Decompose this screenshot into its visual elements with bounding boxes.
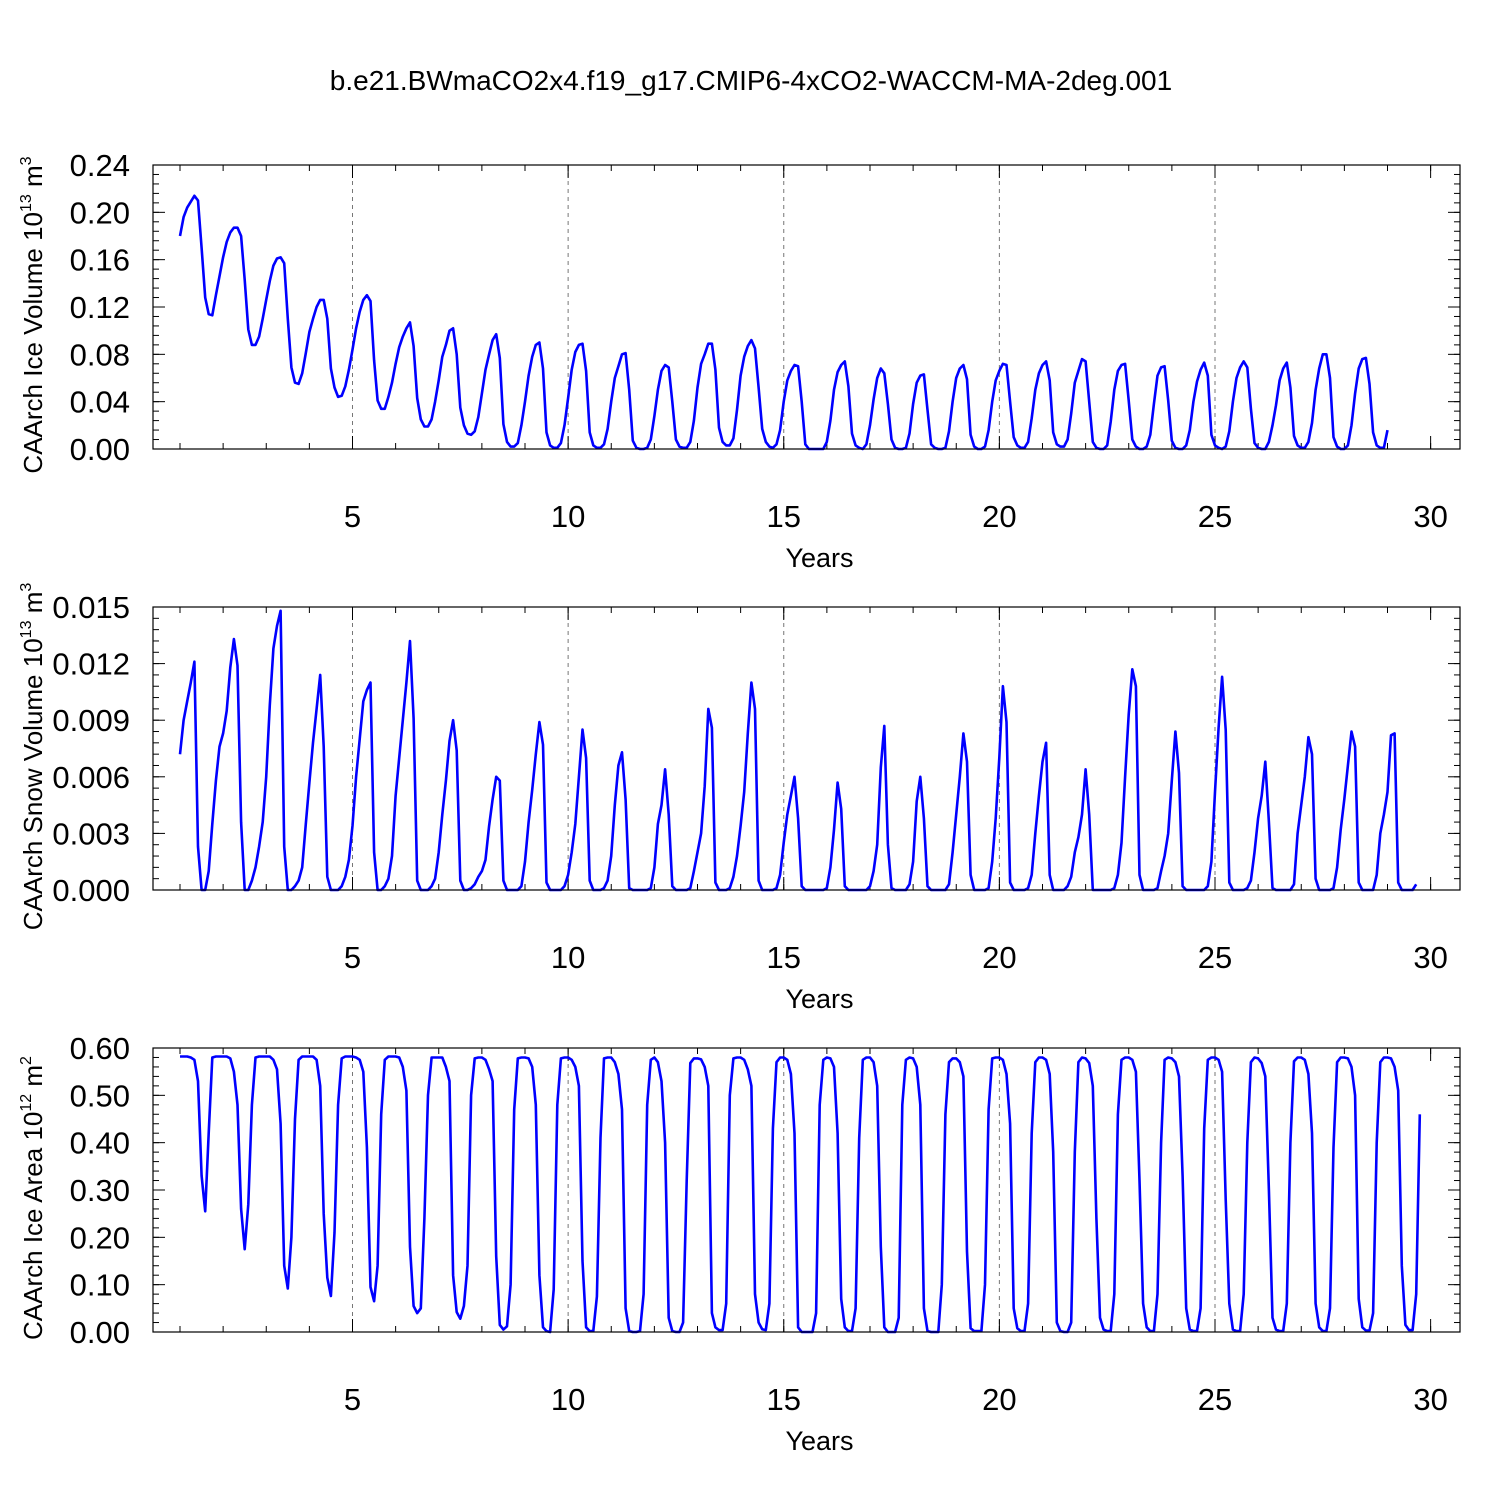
ice-volume-ytick-label: 0.08 (70, 337, 130, 372)
ice-area-yaxis-label: CAArch Ice Area 1012 m2 (18, 1056, 48, 1340)
snow-volume-plot-frame (152, 606, 1461, 891)
snow-volume-ytick-label: 0.012 (52, 647, 130, 682)
snow-volume-xtick-label: 15 (767, 940, 801, 975)
ice-area-xtick-label: 5 (344, 1382, 361, 1417)
panel-snow-volume: 0.000 0.003 0.006 0.009 0.012 0.015 5 10 15 20 25 3… (18, 583, 1461, 1014)
ice-volume-ytick-label: 0.20 (70, 195, 130, 230)
ice-area-ytick-label: 0.40 (70, 1126, 130, 1161)
ice-area-series-line (180, 1055, 1422, 1334)
snow-volume-xtick-label: 5 (344, 940, 361, 975)
ice-volume-ytick-label: 0.00 (70, 432, 130, 467)
ice-volume-xtick-label: 30 (1413, 499, 1447, 534)
ice-area-xtick-label: 30 (1413, 1382, 1447, 1417)
ice-area-ytick-label: 0.50 (70, 1078, 130, 1113)
snow-volume-xtick-label: 25 (1198, 940, 1232, 975)
ice-area-xtick-label: 25 (1198, 1382, 1232, 1417)
snow-volume-yaxis-label: CAArch Snow Volume 1013 m3 (18, 583, 48, 931)
snow-volume-series-line (178, 609, 1418, 892)
snow-volume-xaxis-label: Years (785, 984, 853, 1014)
snow-volume-ytick-label: 0.000 (52, 873, 130, 908)
ice-volume-xtick-label: 20 (982, 499, 1016, 534)
ice-volume-ytick-label: 0.12 (70, 290, 130, 325)
ice-volume-plot-frame (152, 164, 1461, 450)
snow-volume-ytick-label: 0.006 (52, 760, 130, 795)
ice-volume-xtick-label: 5 (344, 499, 361, 534)
ice-volume-ytick-label: 0.16 (70, 243, 130, 278)
ice-area-xaxis-label: Years (785, 1426, 853, 1456)
snow-volume-ytick-label: 0.003 (52, 816, 130, 851)
ice-volume-xaxis-label: Years (785, 543, 853, 573)
snow-volume-ytick-label: 0.009 (52, 703, 130, 738)
snow-volume-xtick-label: 20 (982, 940, 1016, 975)
ice-volume-xtick-label: 10 (551, 499, 585, 534)
figure-title: b.e21.BWmaCO2x4.f19_g17.CMIP6-4xCO2-WACC… (330, 65, 1172, 96)
ice-area-ytick-label: 0.30 (70, 1173, 130, 1208)
snow-volume-ytick-label: 0.015 (52, 590, 130, 625)
ice-volume-xtick-label: 15 (767, 499, 801, 534)
ice-area-xtick-label: 10 (551, 1382, 585, 1417)
ice-area-plot-frame (152, 1047, 1461, 1333)
panel-ice-area: 0.00 0.10 0.20 0.30 0.40 0.50 0.60 5 10 15 20 25 30 Y… (18, 1031, 1461, 1456)
ice-volume-xtick-label: 25 (1198, 499, 1232, 534)
ice-area-ytick-label: 0.10 (70, 1268, 130, 1303)
ice-area-ytick-label: 0.20 (70, 1220, 130, 1255)
ice-volume-ytick-label: 0.24 (70, 148, 130, 183)
ice-area-xtick-label: 20 (982, 1382, 1016, 1417)
ice-area-xtick-label: 15 (767, 1382, 801, 1417)
ice-volume-yaxis-label: CAArch Ice Volume 1013 m3 (18, 156, 48, 473)
ice-area-ytick-label: 0.00 (70, 1315, 130, 1350)
ice-volume-ytick-label: 0.04 (70, 385, 130, 420)
ice-volume-series-line (178, 194, 1389, 451)
panel-ice-volume: 0.00 0.04 0.08 0.12 0.16 0.20 0.24 5 10 15 20 25 30 Y… (18, 148, 1461, 573)
snow-volume-xtick-label: 30 (1413, 940, 1447, 975)
snow-volume-xtick-label: 10 (551, 940, 585, 975)
ice-area-ytick-label: 0.60 (70, 1031, 130, 1066)
